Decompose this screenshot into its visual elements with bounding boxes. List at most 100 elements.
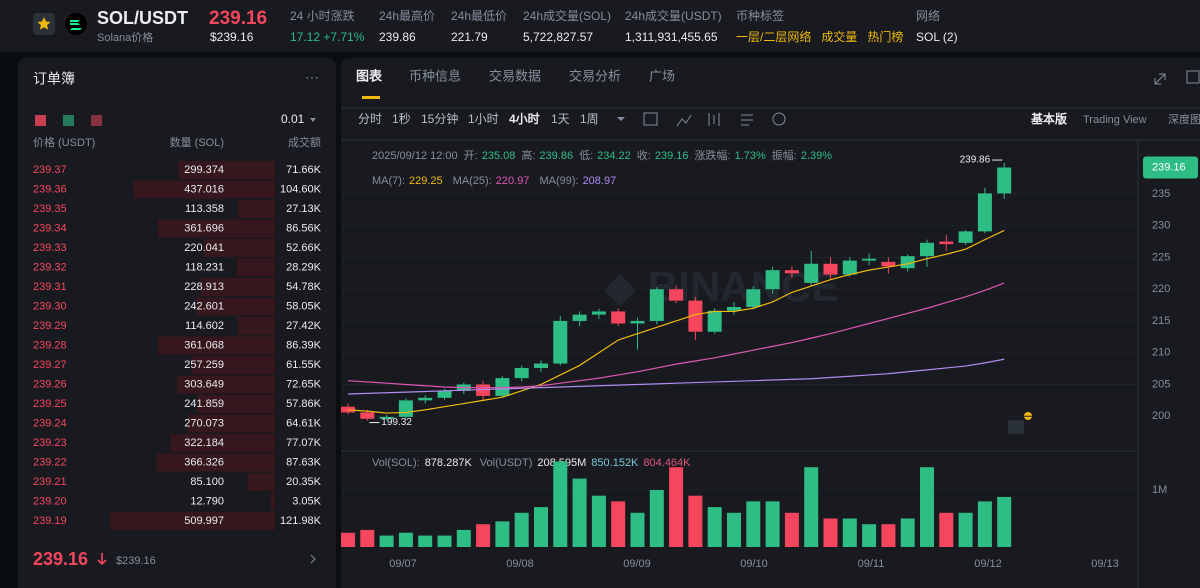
ask-price: 239.24 (33, 417, 67, 429)
indicator-icon[interactable] (676, 114, 692, 127)
volume-bar (804, 467, 819, 547)
volume-bar (881, 524, 896, 547)
candle-body (939, 241, 954, 245)
interval[interactable]: 15分钟 (421, 111, 458, 126)
tags: 一层/二层网络 成交量 热门榜 (736, 29, 903, 44)
interval[interactable]: 1天 (551, 112, 570, 126)
info-value: 239.86 (539, 150, 573, 162)
down-arrow (97, 553, 107, 566)
view[interactable]: 基本版 (1030, 111, 1067, 126)
ask-price: 239.32 (33, 261, 67, 273)
candle-body (514, 367, 529, 379)
volume-bar (611, 501, 626, 547)
star-icon (37, 17, 51, 30)
precision[interactable]: 0.01 (281, 112, 305, 126)
depth-bar (176, 375, 275, 394)
ask-total: 121.98K (280, 515, 322, 527)
candle-body (688, 300, 703, 332)
layout-both[interactable] (35, 115, 46, 126)
calendar-icon[interactable] (643, 112, 658, 126)
depth-bar (238, 200, 275, 218)
column-header: 数量 (SOL) (170, 136, 224, 149)
depth-bar (110, 512, 275, 530)
depth-bar (200, 278, 275, 296)
ask-qty: 118.231 (185, 261, 224, 273)
y-tick-label: 210 (1152, 347, 1170, 359)
tag[interactable]: 成交量 (821, 29, 857, 44)
candle-body (958, 231, 973, 243)
vol-value: 850.152K (591, 457, 639, 469)
tab[interactable]: 广场 (649, 68, 675, 83)
fullscreen-icon[interactable] (1154, 73, 1166, 85)
candle-body (476, 384, 491, 396)
y-tick-label: 235 (1152, 188, 1170, 200)
candle-body (341, 406, 355, 413)
grid-icon[interactable] (1186, 70, 1200, 84)
volume-bar (823, 518, 838, 547)
interval[interactable]: 1周 (580, 112, 599, 126)
view[interactable]: 深度图 (1168, 112, 1200, 126)
toolbar-icons[interactable] (643, 70, 1200, 127)
event-icon[interactable] (1008, 420, 1024, 434)
tab[interactable]: 交易数据 (489, 68, 541, 83)
ask-total: 71.66K (286, 164, 322, 176)
x-tick-label: 09/08 (506, 558, 534, 570)
coin-logo-mark (70, 20, 82, 30)
ask-qty: 361.696 (184, 222, 224, 234)
candle-body (553, 320, 568, 364)
interval[interactable]: 4小时 (509, 111, 540, 126)
tab[interactable]: 币种信息 (409, 68, 461, 83)
interval[interactable]: 分时 (358, 112, 382, 126)
subtitle[interactable]: Solana价格 (97, 30, 153, 44)
last-price-tag (1143, 156, 1198, 179)
vol-label: Vol(USDT) (480, 457, 533, 469)
y-tick-label: 230 (1152, 220, 1170, 232)
ask-qty: 322.184 (184, 437, 224, 449)
layout-bids[interactable] (63, 115, 74, 126)
info-value: 239.16 (655, 150, 689, 162)
tag[interactable]: 热门榜 (867, 29, 903, 44)
candle-icon[interactable] (708, 113, 720, 126)
interval-dropdown[interactable] (617, 117, 625, 121)
settings-icon[interactable] (741, 114, 753, 126)
candle-body (437, 390, 452, 398)
volume-bar (630, 512, 645, 547)
tab[interactable]: 交易分析 (569, 68, 621, 83)
ma-value: 208.97 (583, 175, 617, 187)
ask-qty: 361.068 (184, 339, 224, 351)
layout-asks[interactable] (91, 115, 102, 126)
stat-value: 239.86 (379, 30, 416, 44)
ask-total: 58.05K (286, 300, 322, 312)
tab-underline (362, 96, 380, 99)
depth-bar (203, 239, 275, 257)
tab[interactable]: 图表 (356, 68, 383, 83)
volume-bar (379, 535, 394, 547)
ask-qty: 303.649 (184, 378, 224, 390)
depth-bar (196, 297, 275, 316)
ask-qty: 242.601 (184, 300, 224, 312)
more-settings-icon[interactable] (772, 112, 786, 126)
interval[interactable]: 1秒 (392, 112, 411, 126)
x-tick-label: 09/12 (974, 558, 1002, 570)
expand-arrow[interactable] (310, 554, 316, 564)
ask-total: 77.07K (286, 437, 322, 449)
candle-body (746, 289, 761, 307)
volume-bar (418, 535, 433, 547)
volume-bar (939, 512, 954, 547)
more-icon[interactable]: ··· (305, 69, 319, 85)
ask-total: 27.13K (286, 203, 322, 215)
ask-price: 239.28 (33, 339, 67, 351)
tag[interactable]: 一层/二层网络 (736, 29, 811, 44)
depth-bar (270, 492, 275, 511)
last-price-tag-label: 239.16 (1152, 161, 1186, 173)
volume-bar (360, 529, 375, 547)
candle-body (765, 270, 780, 290)
candle-body (727, 306, 741, 311)
top-bar (0, 0, 1200, 52)
network[interactable]: SOL (2) (916, 30, 958, 44)
volume-bar (456, 529, 471, 547)
candle-body (997, 167, 1012, 194)
view[interactable]: Trading View (1083, 114, 1147, 126)
interval[interactable]: 1小时 (468, 112, 499, 126)
